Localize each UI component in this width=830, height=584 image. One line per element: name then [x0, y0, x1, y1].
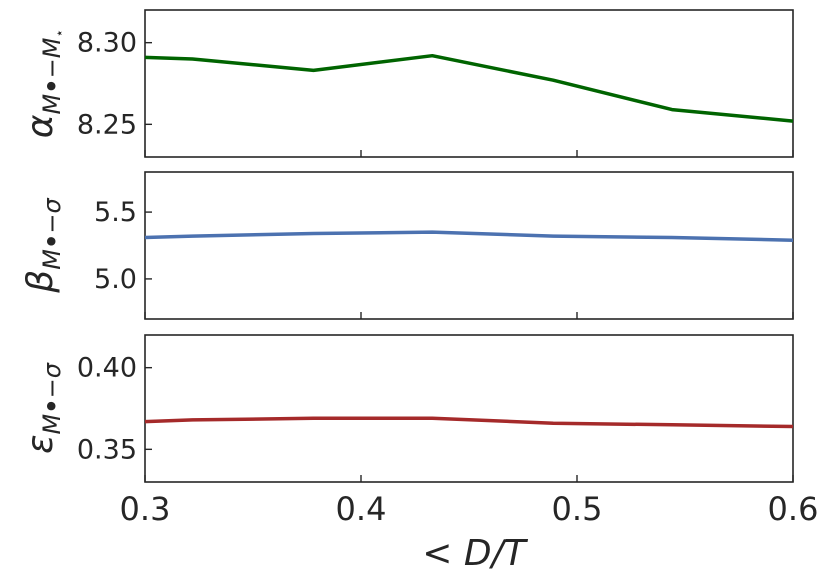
x-tick-label: 0.5 [552, 490, 603, 528]
panels: 8.258.30αM•−M⋆5.05.5βM•−σ0.350.40εM•−σ0.… [20, 9, 819, 528]
series-line [144, 53, 794, 123]
y-axis-label: εM•−σ [20, 362, 66, 454]
y-tick-label: 8.25 [77, 109, 137, 140]
axes-frame [144, 334, 794, 483]
x-tick-label: 0.4 [336, 490, 387, 528]
epsilon-panel: 0.35 0.40 εM•−σ 0.3 0.4 0.5 0.6 [20, 334, 819, 528]
axes-frame [144, 171, 794, 320]
y-tick-label: 5.0 [94, 264, 137, 295]
x-axis-label: < D/T [422, 533, 528, 574]
x-tick-label: 0.6 [768, 490, 819, 528]
y-tick-label: 5.5 [94, 197, 137, 228]
y-axis-label: αM•−M⋆ [20, 29, 68, 138]
axes-frame [144, 9, 794, 158]
y-tick-label: 8.30 [77, 28, 137, 59]
y-axis-label: βM•−σ [20, 198, 66, 294]
beta-panel: 5.0 5.5 βM•−σ [20, 171, 794, 320]
y-tick-label: 0.40 [77, 353, 137, 384]
x-tick-label: 0.3 [120, 490, 171, 528]
series-line [144, 230, 794, 242]
y-tick-label: 0.35 [77, 434, 137, 465]
series-line [144, 416, 794, 429]
alpha-panel: 8.25 8.30 αM•−M⋆ [20, 9, 794, 158]
